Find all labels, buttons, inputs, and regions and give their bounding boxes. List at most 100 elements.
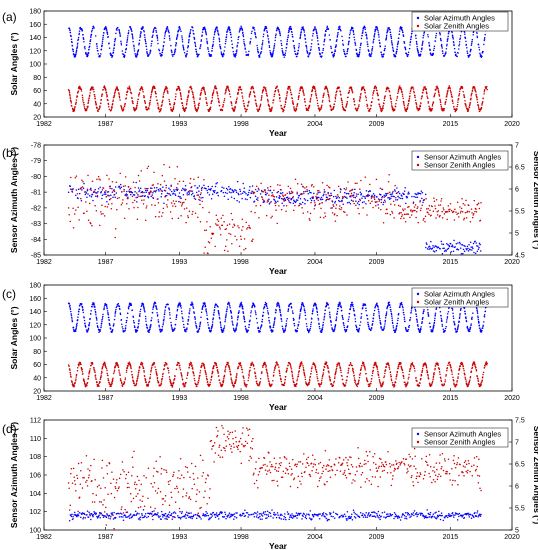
data-point-zenith — [313, 186, 315, 188]
data-point-zenith — [143, 199, 145, 201]
data-point-azimuth — [293, 44, 295, 47]
data-point-azimuth — [344, 53, 346, 56]
data-point-azimuth — [248, 189, 251, 191]
data-point-azimuth — [311, 39, 313, 41]
data-point-azimuth — [124, 329, 126, 332]
data-point-zenith — [413, 209, 415, 212]
data-point-azimuth — [344, 191, 346, 194]
data-point-zenith — [197, 216, 199, 218]
data-point-azimuth — [318, 46, 320, 49]
data-point-azimuth — [83, 317, 85, 319]
data-point-zenith — [136, 192, 138, 194]
data-point-zenith — [166, 87, 168, 89]
data-point-azimuth — [160, 196, 162, 198]
data-point-zenith — [301, 88, 304, 90]
data-point-zenith — [162, 207, 165, 210]
data-point-zenith — [143, 94, 145, 97]
data-point-zenith — [106, 95, 108, 97]
y-tick-label: -80 — [31, 174, 41, 181]
data-point-zenith — [235, 101, 238, 103]
data-point-azimuth — [216, 181, 218, 184]
data-point-zenith — [370, 197, 373, 200]
data-point-azimuth — [261, 43, 264, 46]
data-point-azimuth — [177, 29, 180, 31]
data-point-zenith — [96, 194, 99, 197]
x-tick-label: 1998 — [233, 121, 249, 128]
data-point-azimuth — [316, 34, 318, 37]
data-point-zenith — [351, 194, 353, 196]
data-point-azimuth — [206, 189, 208, 192]
data-point-zenith — [390, 203, 392, 205]
data-point-zenith — [93, 90, 95, 93]
data-point-azimuth — [226, 30, 229, 32]
data-point-zenith — [341, 103, 344, 106]
data-point-zenith — [267, 99, 269, 102]
data-point-azimuth — [261, 46, 263, 48]
data-point-zenith — [146, 167, 149, 170]
data-point-zenith — [165, 204, 168, 206]
data-point-azimuth — [280, 192, 282, 195]
data-point-zenith — [137, 95, 140, 97]
x-tick-label: 2004 — [307, 121, 323, 128]
data-point-azimuth — [92, 199, 94, 202]
data-point-azimuth — [293, 318, 295, 321]
data-point-zenith — [155, 95, 157, 98]
data-point-zenith — [351, 88, 353, 90]
data-point-azimuth — [115, 306, 118, 309]
data-point-azimuth — [146, 189, 149, 192]
data-point-azimuth — [91, 193, 94, 196]
data-point-zenith — [215, 214, 218, 216]
data-point-zenith — [186, 194, 188, 196]
data-point-zenith — [150, 93, 153, 96]
data-point-azimuth — [458, 40, 461, 43]
data-point-azimuth — [175, 316, 178, 319]
data-point-zenith — [218, 100, 220, 102]
data-point-zenith — [124, 185, 126, 187]
data-point-zenith — [437, 210, 440, 212]
data-point-azimuth — [396, 45, 399, 48]
data-point-azimuth — [161, 49, 164, 52]
data-point-azimuth — [82, 187, 85, 189]
data-point-azimuth — [347, 43, 350, 46]
data-point-azimuth — [300, 31, 302, 33]
data-point-azimuth — [102, 315, 104, 318]
data-point-azimuth — [87, 327, 90, 330]
data-point-azimuth — [67, 191, 70, 194]
data-point-azimuth — [200, 187, 203, 190]
data-point-zenith — [256, 105, 258, 107]
data-point-azimuth — [270, 200, 272, 203]
data-point-azimuth — [244, 198, 247, 200]
data-point-azimuth — [181, 35, 183, 37]
data-point-azimuth — [323, 38, 326, 41]
data-point-zenith — [334, 97, 337, 100]
data-point-azimuth — [339, 28, 342, 31]
data-point-azimuth — [310, 199, 313, 202]
data-point-azimuth — [373, 36, 376, 38]
data-point-azimuth — [353, 191, 355, 194]
data-point-azimuth — [131, 36, 134, 39]
data-point-zenith — [340, 208, 342, 211]
data-point-zenith — [446, 95, 448, 97]
data-point-azimuth — [253, 29, 256, 31]
data-point-azimuth — [224, 46, 226, 48]
data-point-zenith — [286, 91, 289, 94]
data-point-zenith — [311, 89, 314, 92]
data-point-zenith — [383, 97, 386, 100]
data-point-azimuth — [76, 324, 78, 326]
data-point-azimuth — [97, 49, 99, 52]
data-point-zenith — [180, 94, 182, 96]
data-point-azimuth — [174, 193, 176, 195]
data-point-zenith — [194, 104, 196, 106]
data-point-azimuth — [94, 308, 96, 311]
data-point-azimuth — [211, 47, 214, 50]
data-point-azimuth — [124, 51, 127, 53]
data-point-azimuth — [185, 189, 187, 191]
data-point-azimuth — [222, 191, 225, 194]
data-point-azimuth — [277, 302, 280, 305]
data-point-zenith — [206, 102, 208, 105]
data-point-azimuth — [136, 196, 139, 199]
data-point-azimuth — [236, 49, 238, 51]
data-point-zenith — [379, 187, 382, 189]
data-point-azimuth — [391, 44, 394, 46]
data-point-azimuth — [131, 191, 134, 194]
